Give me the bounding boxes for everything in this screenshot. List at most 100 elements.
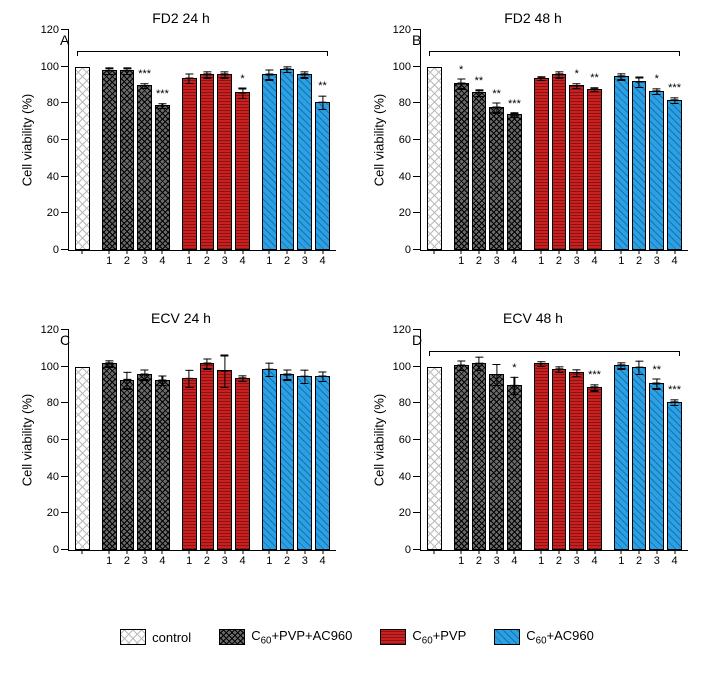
- bar: [427, 367, 442, 550]
- x-tick-label: 2: [204, 555, 210, 567]
- x-tick-label: 4: [239, 555, 245, 567]
- y-tick: [413, 476, 421, 477]
- error-bar-down: [461, 84, 462, 90]
- y-tick: [413, 102, 421, 103]
- panel-A: FD2 24 hACell viability (%)0204060801001…: [20, 10, 342, 300]
- panel-D: ECV 48 hDCell viability (%)0204060801001…: [372, 310, 694, 600]
- bar-container: 123*4123***412**3***4: [421, 330, 688, 550]
- error-bar-down: [594, 90, 595, 93]
- bar: *3: [649, 91, 664, 251]
- x-tick: [82, 249, 83, 254]
- x-tick: [126, 549, 127, 554]
- x-tick-label: 4: [239, 255, 245, 267]
- error-bar-down: [674, 101, 675, 105]
- y-tick-label: 20: [399, 507, 411, 519]
- x-tick: [674, 249, 675, 254]
- bar: 4: [235, 378, 250, 550]
- error-bar-up: [224, 355, 225, 372]
- bar: ***4: [587, 387, 602, 550]
- x-tick-label: 3: [654, 255, 660, 267]
- error-bar-down: [189, 379, 190, 388]
- bar: ***4: [667, 100, 682, 250]
- error-bar-down: [144, 375, 145, 381]
- error-bar-down: [594, 388, 595, 392]
- bar: **3: [489, 107, 504, 250]
- y-tick: [61, 512, 69, 513]
- significance-marker: ***: [138, 69, 151, 80]
- x-tick: [162, 549, 163, 554]
- x-tick: [558, 249, 559, 254]
- bar-container: 12***3***4123*4123**4: [69, 30, 336, 250]
- significance-line: [77, 51, 328, 52]
- x-tick: [576, 249, 577, 254]
- y-tick-label: 0: [405, 244, 411, 256]
- bar: 3: [297, 376, 312, 550]
- error-bar-down: [269, 75, 270, 81]
- bar: ***4: [667, 402, 682, 551]
- bar: 2: [280, 69, 295, 251]
- significance-line: [429, 51, 680, 52]
- error-bar-down: [478, 364, 479, 371]
- legend-item-blue: C60+AC960: [494, 628, 594, 647]
- x-tick: [514, 549, 515, 554]
- error-bar-up: [514, 377, 515, 386]
- x-tick: [621, 249, 622, 254]
- legend-label: C60+PVP: [412, 628, 466, 647]
- y-tick: [413, 249, 421, 250]
- x-tick: [162, 249, 163, 254]
- error-bar-down: [242, 379, 243, 383]
- error-bar-up: [322, 95, 323, 102]
- x-tick: [287, 549, 288, 554]
- legend-swatch: [380, 629, 406, 645]
- y-tick-label: 120: [393, 24, 411, 36]
- error-bar-down: [558, 370, 559, 374]
- bar: 2: [200, 363, 215, 550]
- bar: ***4: [507, 114, 522, 250]
- error-bar-down: [478, 93, 479, 97]
- bar-container: 123412341234: [69, 330, 336, 550]
- x-tick-label: 2: [556, 555, 562, 567]
- y-tick-label: 100: [393, 361, 411, 373]
- bar: [75, 67, 90, 250]
- x-tick: [304, 549, 305, 554]
- bar: 3: [569, 372, 584, 550]
- x-tick: [461, 249, 462, 254]
- x-tick: [621, 549, 622, 554]
- bar: 2: [552, 74, 567, 250]
- error-bar-down: [162, 106, 163, 109]
- error-bar-down: [541, 79, 542, 82]
- error-bar-down: [206, 364, 207, 370]
- bar: ***4: [155, 105, 170, 250]
- y-tick: [413, 329, 421, 330]
- error-bar-down: [224, 371, 225, 388]
- y-tick: [61, 29, 69, 30]
- x-tick: [639, 549, 640, 554]
- legend-label: C60+AC960: [526, 628, 594, 647]
- x-tick: [558, 549, 559, 554]
- x-tick-label: 2: [284, 555, 290, 567]
- significance-marker: ***: [588, 370, 601, 381]
- bar: **3: [649, 383, 664, 550]
- bar: 2: [200, 74, 215, 250]
- y-tick-label: 120: [41, 324, 59, 336]
- x-tick: [206, 249, 207, 254]
- panel-B: FD2 48 hBCell viability (%)0204060801001…: [372, 10, 694, 300]
- panel-C: ECV 24 hCCell viability (%)0204060801001…: [20, 310, 342, 600]
- error-bar-down: [224, 75, 225, 79]
- x-tick-label: 3: [222, 255, 228, 267]
- x-tick: [144, 249, 145, 254]
- y-tick: [61, 402, 69, 403]
- error-bar-down: [558, 75, 559, 79]
- bar: 2: [472, 363, 487, 550]
- error-bar-down: [496, 375, 497, 386]
- x-tick-label: 1: [618, 255, 624, 267]
- significance-marker: *: [655, 74, 659, 85]
- y-tick-label: 60: [47, 434, 59, 446]
- y-tick: [61, 476, 69, 477]
- legend-item-red: C60+PVP: [380, 628, 466, 647]
- x-tick-label: 3: [574, 555, 580, 567]
- x-tick-label: 2: [124, 555, 130, 567]
- x-tick-label: 3: [142, 555, 148, 567]
- x-tick: [206, 549, 207, 554]
- legend-swatch: [494, 629, 520, 645]
